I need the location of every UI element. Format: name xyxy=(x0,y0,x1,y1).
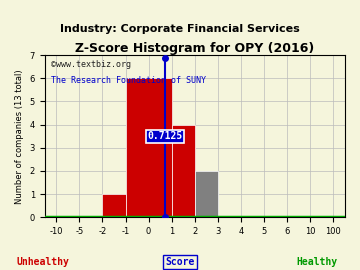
Bar xyxy=(172,124,195,217)
Bar xyxy=(195,171,218,217)
Y-axis label: Number of companies (13 total): Number of companies (13 total) xyxy=(15,69,24,204)
Text: Industry: Corporate Financial Services: Industry: Corporate Financial Services xyxy=(60,24,300,34)
Text: Healthy: Healthy xyxy=(296,257,337,267)
Bar xyxy=(102,194,126,217)
Text: Score: Score xyxy=(165,257,195,267)
Title: Z-Score Histogram for OPY (2016): Z-Score Histogram for OPY (2016) xyxy=(75,42,314,55)
Text: 0.7125: 0.7125 xyxy=(148,131,183,141)
Text: ©www.textbiz.org: ©www.textbiz.org xyxy=(51,60,131,69)
Text: Unhealthy: Unhealthy xyxy=(17,257,69,267)
Bar xyxy=(126,78,172,217)
Text: The Research Foundation of SUNY: The Research Foundation of SUNY xyxy=(51,76,206,85)
